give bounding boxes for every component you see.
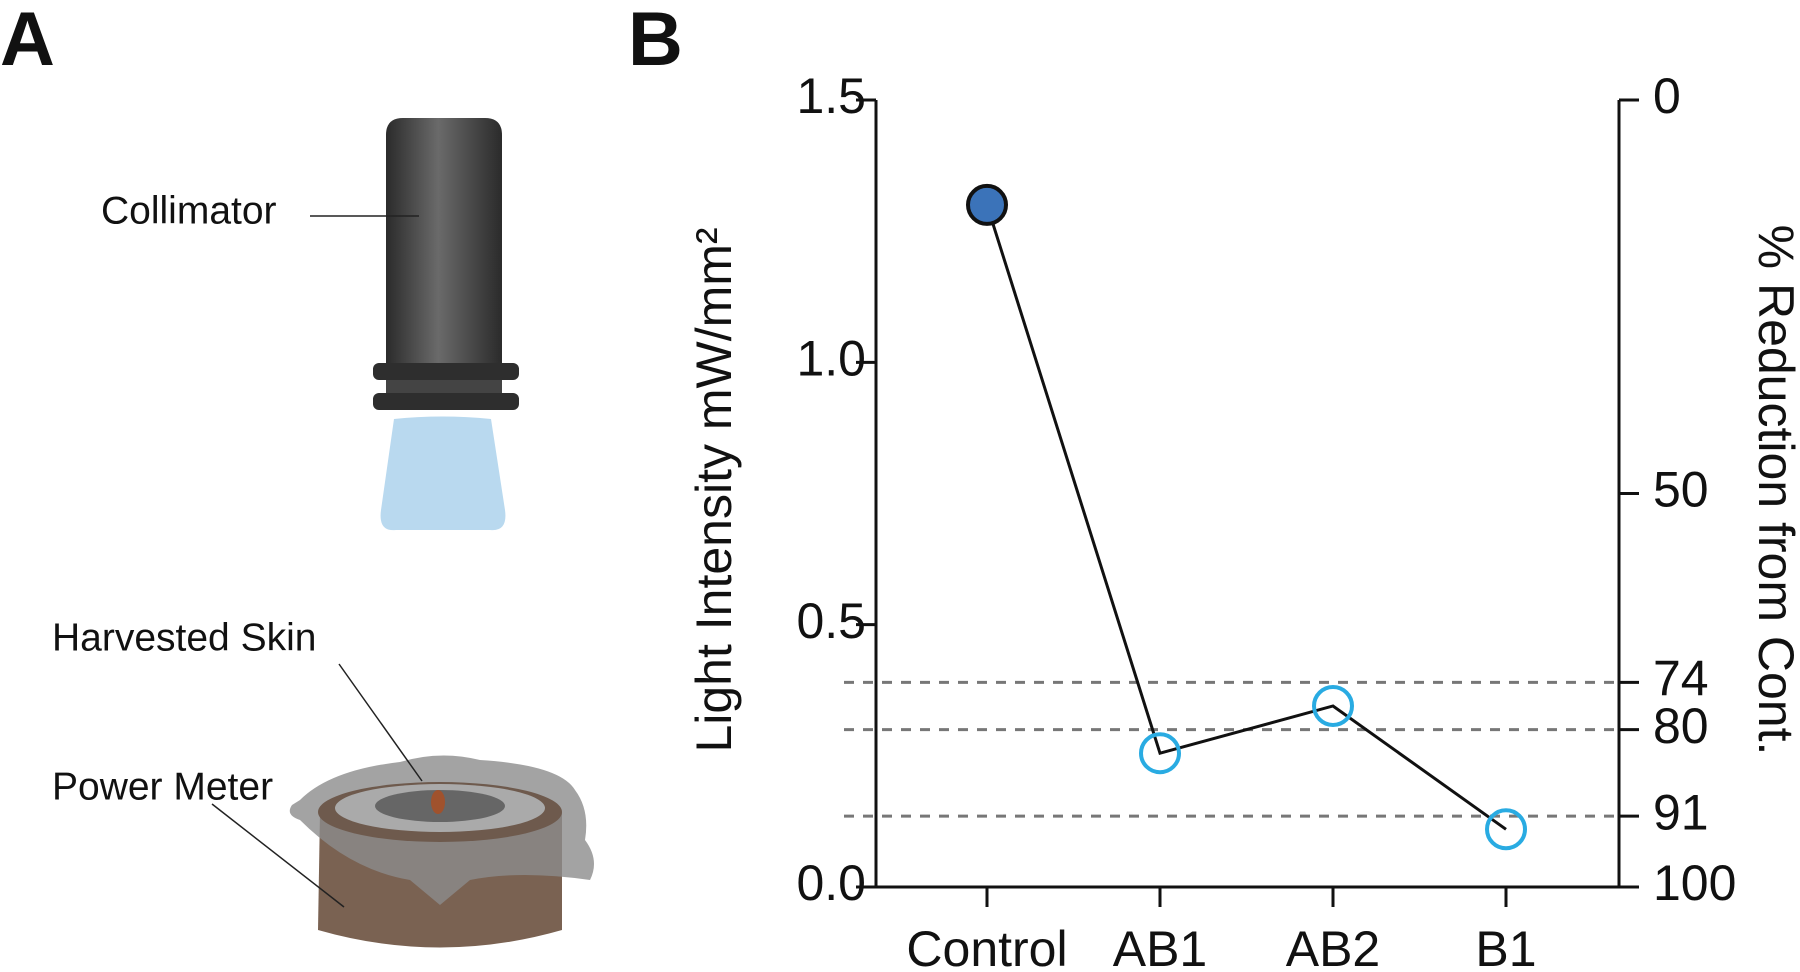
y2-tick-label: 100 — [1653, 855, 1736, 911]
y-axis-label: Light Intensity mW/mm² — [686, 227, 742, 752]
panel-label: B — [628, 0, 683, 82]
data-point — [966, 183, 1008, 226]
leader-line — [338, 663, 423, 782]
diagram-label: Power Meter — [52, 765, 273, 808]
y2-tick-label: 91 — [1653, 784, 1709, 840]
data-point — [1139, 732, 1181, 775]
x-tick-label: B1 — [1475, 921, 1536, 972]
data-point — [1485, 808, 1527, 851]
y2-tick-label: 74 — [1653, 651, 1709, 707]
collimator — [373, 118, 519, 531]
panel-label: A — [0, 0, 55, 82]
data-line — [985, 204, 1507, 831]
x-tick-label: AB1 — [1113, 921, 1208, 972]
diagram-label: Harvested Skin — [52, 616, 316, 659]
diagram-label: Collimator — [101, 189, 277, 232]
x-tick-label: AB2 — [1286, 921, 1381, 972]
leader-line — [211, 803, 345, 908]
power-meter — [289, 755, 594, 948]
x-tick-label: Control — [906, 921, 1067, 972]
y-tick-label: 1.0 — [796, 331, 866, 387]
y2-tick-label: 80 — [1653, 698, 1709, 754]
y2-axis-label: % Reduction from Cont. — [1748, 225, 1800, 756]
y-tick-label: 0.0 — [796, 855, 866, 911]
data-point — [1312, 684, 1354, 727]
y2-tick-label: 50 — [1653, 462, 1709, 518]
y2-tick-label: 0 — [1653, 68, 1681, 124]
y-tick-label: 1.5 — [796, 68, 866, 124]
y-tick-label: 0.5 — [796, 593, 866, 649]
